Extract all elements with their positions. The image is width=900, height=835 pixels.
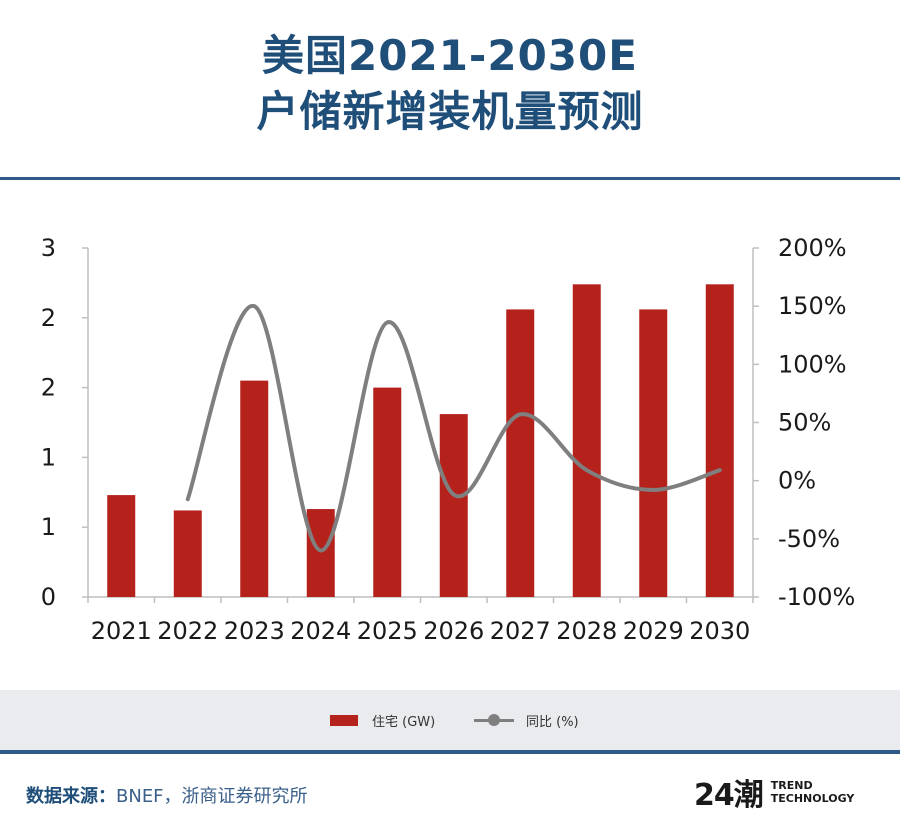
bar — [373, 387, 402, 597]
left-axis-tick-label: 0 — [41, 583, 56, 611]
header-divider — [0, 177, 900, 180]
legend-line-label: 同比 (%) — [526, 714, 579, 730]
bar — [240, 380, 269, 597]
legend-item-line: 同比 (%) — [474, 711, 579, 730]
bar — [439, 414, 468, 597]
bar — [107, 495, 136, 597]
right-axis-tick-label: 150% — [778, 292, 847, 320]
yoy-line-series — [185, 304, 722, 553]
right-axis-tick-label: 200% — [778, 234, 847, 262]
bar — [173, 510, 202, 597]
x-axis-tick-label: 2027 — [490, 617, 551, 645]
logo-line-1: TREND — [770, 779, 813, 792]
data-source: 数据来源：BNEF，浙商证券研究所 — [26, 782, 308, 808]
right-axis-tick-label: 100% — [778, 350, 847, 378]
right-axis-tick-label: 0% — [778, 467, 816, 495]
right-axis-tick-label: -50% — [778, 525, 840, 553]
brand-logo: 24潮 TREND TECHNOLOGY — [694, 770, 884, 814]
x-axis-tick-label: 2024 — [290, 617, 351, 645]
left-axis-tick-label: 1 — [41, 513, 56, 541]
footer-divider — [0, 750, 900, 754]
title-line-2: 户储新增装机量预测 — [256, 87, 644, 136]
source-text: BNEF，浙商证券研究所 — [116, 786, 308, 807]
left-axis-tick-label: 3 — [41, 234, 56, 262]
legend-bar-label: 住宅 (GW) — [372, 714, 436, 730]
bar — [705, 284, 734, 597]
x-axis-tick-label: 2028 — [556, 617, 617, 645]
title-line-1: 美国2021-2030E — [262, 31, 638, 80]
left-axis-tick-label: 2 — [41, 374, 56, 402]
x-axis-tick-label: 2022 — [157, 617, 218, 645]
legend-item-bar: 住宅 (GW) — [330, 711, 436, 730]
x-axis-tick-label: 2025 — [357, 617, 418, 645]
logo-text: TREND TECHNOLOGY — [771, 779, 855, 805]
legend-line-swatch-icon — [474, 714, 514, 726]
x-axis-tick-label: 2026 — [423, 617, 484, 645]
right-axis-tick-label: 50% — [778, 409, 831, 437]
left-axis-tick-label: 2 — [41, 304, 56, 332]
source-label: 数据来源： — [26, 786, 116, 807]
x-axis-tick-label: 2029 — [623, 617, 684, 645]
x-axis-tick-label: 2023 — [224, 617, 285, 645]
bar — [639, 309, 668, 597]
bar — [306, 509, 335, 597]
logo-mark: 24潮 — [694, 778, 764, 813]
logo-line-2: TECHNOLOGY — [770, 792, 855, 805]
chart-title: 美国2021-2030E 户储新增装机量预测 — [0, 28, 900, 140]
legend-bar-swatch-icon — [330, 714, 358, 726]
left-axis-tick-label: 1 — [41, 443, 56, 471]
chart-area: 0 1 1 2 2 3 -100% -50% 0% 50% 100% 150% 200% 2021 2022… — [41, 234, 856, 645]
right-axis-tick-label: -100% — [778, 583, 855, 611]
x-axis-tick-label: 2021 — [91, 617, 152, 645]
x-axis-tick-label: 2030 — [689, 617, 750, 645]
bar — [572, 284, 601, 597]
legend: 住宅 (GW) 同比 (%) — [0, 690, 900, 750]
bar — [506, 309, 535, 597]
